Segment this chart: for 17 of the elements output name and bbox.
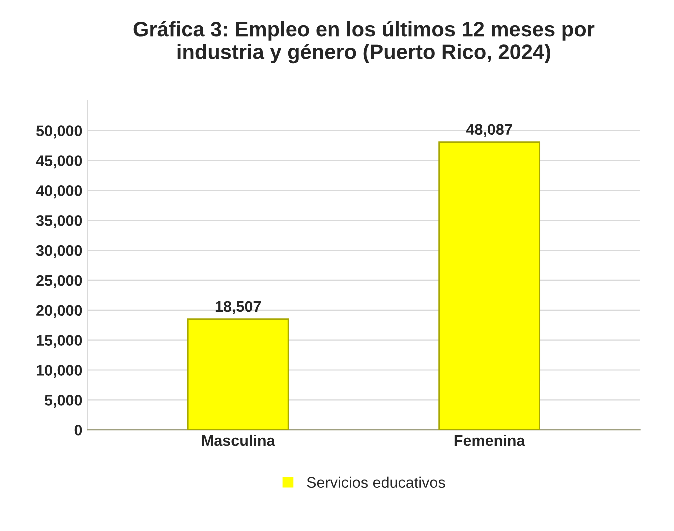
y-tick-label: 50,000 bbox=[36, 126, 82, 139]
y-tick-label: 25,000 bbox=[36, 275, 82, 288]
y-tick-label: 40,000 bbox=[36, 186, 82, 199]
legend-label: Servicios educativos bbox=[307, 476, 446, 488]
y-tick-label: 35,000 bbox=[36, 215, 82, 229]
y-tick-label: 10,000 bbox=[36, 365, 82, 378]
data-label: 18,507 bbox=[216, 301, 262, 314]
y-tick-label: 15,000 bbox=[36, 335, 82, 348]
y-tick-label: 20,000 bbox=[36, 305, 82, 318]
chart-title: Gráfica 3: Empleo en los últimos 12 meses por industria y género (Puerto Rico, 2024) bbox=[134, 21, 595, 64]
y-tick-label: 0 bbox=[74, 424, 82, 436]
x-tick-label: Femenina bbox=[454, 434, 526, 446]
x-tick-label: Masculina bbox=[202, 434, 276, 446]
y-tick-label: 5,000 bbox=[45, 395, 82, 408]
y-tick-label: 30,000 bbox=[36, 245, 82, 258]
y-tick-label: 45,000 bbox=[36, 156, 82, 169]
data-label: 48,087 bbox=[466, 124, 512, 138]
